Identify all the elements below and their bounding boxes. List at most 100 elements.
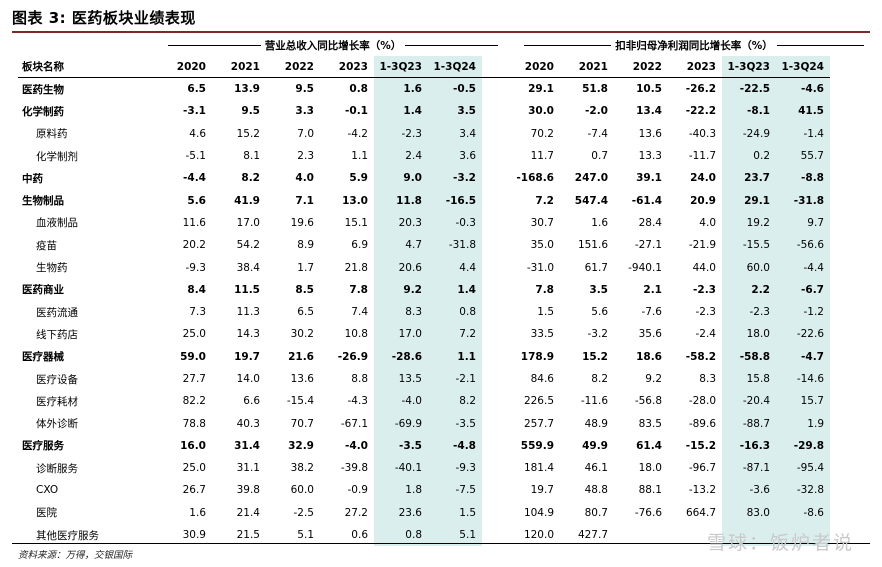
revenue-growth-cell: 8.8	[351, 373, 368, 385]
revenue-growth-cell: 15.1	[344, 216, 368, 229]
profit-growth-cell: 29.1	[528, 83, 554, 96]
column-gap	[482, 56, 506, 78]
revenue-growth-cell: 38.4	[236, 261, 260, 274]
profit-growth-cell: -2.3	[722, 300, 776, 324]
profit-growth-cell: -22.6	[776, 323, 830, 346]
profit-growth-cell: 24.0	[690, 172, 716, 185]
profit-growth-cell: -1.4	[776, 122, 830, 145]
revenue-growth-cell: -2.5	[293, 506, 315, 519]
column-gap	[482, 279, 506, 301]
table-row: 其他医疗服务 30.9 21.5 5.1 0.6 0.8 5.1 120.0 427.7	[18, 523, 830, 547]
profit-growth-cell: 9.7	[776, 211, 830, 235]
profit-growth-cell: 30.7	[530, 216, 554, 229]
revenue-growth-cell: -4.2	[347, 127, 369, 140]
profit-growth-cell: 44.0	[692, 261, 716, 274]
profit-growth-cell: 18.0	[722, 323, 776, 346]
rev-year-header: 1-3Q23	[374, 56, 428, 78]
profit-growth-cell: -11.6	[580, 395, 608, 408]
performance-table: 板块名称 2020 2021 2022 2023 1-3Q23 1-3Q24 2…	[18, 56, 830, 547]
revenue-growth-cell: -0.1	[345, 105, 368, 118]
profit-growth-cell: -58.8	[722, 345, 776, 368]
revenue-growth-cell: -28.6	[374, 345, 428, 368]
revenue-growth-cell: -16.5	[428, 189, 482, 212]
profit-growth-cell: -8.6	[776, 501, 830, 524]
revenue-growth-cell: -69.9	[374, 412, 428, 435]
profit-growth-cell: -22.2	[685, 105, 716, 118]
profit-growth-cell: -7.6	[641, 306, 663, 319]
revenue-growth-cell: 54.2	[236, 239, 260, 252]
profit-growth-cell: 10.5	[636, 83, 662, 96]
sector-name: 医疗耗材	[36, 395, 78, 408]
profit-growth-cell: -2.3	[695, 306, 717, 319]
revenue-growth-cell: 14.3	[236, 328, 260, 341]
profit-growth-cell: 19.7	[530, 484, 554, 497]
revenue-growth-cell: 13.6	[290, 373, 314, 385]
revenue-growth-cell: 8.5	[295, 283, 314, 296]
table-row: 化学制药 -3.1 9.5 3.3 -0.1 1.4 3.5 30.0 -2.0 13.4 -22.…	[18, 100, 830, 123]
table-row: 体外诊断 78.8 40.3 70.7 -67.1 -69.9 -3.5 257.7 48.9 8…	[18, 412, 830, 435]
revenue-growth-cell: 1.4	[428, 278, 482, 301]
revenue-growth-cell: 32.9	[288, 439, 314, 452]
revenue-growth-cell: 2.3	[297, 150, 314, 163]
profit-growth-cell: 18.6	[636, 350, 662, 363]
profit-growth-cell: 1.5	[537, 306, 554, 319]
revenue-growth-cell: 7.3	[189, 306, 206, 319]
table-row: 医院 1.6 21.4 -2.5 27.2 23.6 1.5 104.9 80.7 -76.6 66…	[18, 501, 830, 524]
revenue-growth-cell: 19.6	[290, 216, 314, 229]
revenue-growth-cell: 13.0	[342, 194, 368, 207]
profit-year-header: 2021	[560, 56, 614, 78]
sector-name: 化学制剂	[36, 150, 78, 163]
profit-growth-cell: 39.1	[636, 172, 662, 185]
profit-growth-cell: 11.7	[530, 150, 554, 163]
rev-year-header: 2020	[158, 56, 212, 78]
header-row: 板块名称 2020 2021 2022 2023 1-3Q23 1-3Q24 2…	[18, 56, 830, 78]
revenue-growth-cell: 1.4	[374, 100, 428, 123]
column-gap	[482, 234, 506, 256]
profit-growth-cell: 88.1	[638, 484, 662, 497]
sector-name: 医疗设备	[36, 373, 78, 386]
revenue-growth-cell: 0.6	[351, 529, 368, 542]
revenue-growth-cell: 6.9	[351, 239, 368, 252]
profit-growth-cell: 29.1	[722, 189, 776, 212]
revenue-growth-cell: -7.5	[428, 479, 482, 502]
revenue-growth-cell: -2.1	[428, 367, 482, 391]
profit-growth-cell: 28.4	[638, 216, 662, 229]
table-row: 生物药 -9.3 38.4 1.7 21.8 20.6 4.4 -31.0 61.7 -940.1…	[18, 256, 830, 279]
profit-growth-cell: -96.7	[688, 462, 716, 475]
table-row: CXO 26.7 39.8 60.0 -0.9 1.8 -7.5 19.7 48.8 88.1 -1…	[18, 479, 830, 502]
profit-growth-cell: 5.6	[591, 306, 608, 319]
column-gap	[482, 167, 506, 189]
title-rule	[12, 31, 870, 33]
revenue-growth-cell: 70.7	[290, 417, 314, 430]
revenue-growth-cell: 14.0	[236, 373, 260, 385]
profit-growth-cell: 48.8	[584, 484, 608, 497]
revenue-growth-cell: 0.8	[349, 83, 368, 96]
revenue-growth-cell: 6.5	[187, 83, 206, 96]
profit-growth-cell: -22.5	[722, 77, 776, 101]
sector-name: 化学制药	[22, 105, 64, 118]
revenue-growth-cell: 1.7	[297, 261, 314, 274]
revenue-growth-cell: 21.6	[288, 350, 314, 363]
sector-name: 中药	[22, 172, 43, 185]
profit-growth-cell: -15.5	[722, 234, 776, 257]
profit-growth-cell: 0.7	[591, 150, 608, 163]
revenue-growth-cell: -4.8	[428, 434, 482, 458]
column-gap	[482, 189, 506, 211]
profit-growth-cell: -24.9	[722, 122, 776, 145]
revenue-growth-cell: -4.0	[374, 390, 428, 413]
profit-growth-cell: 15.7	[776, 390, 830, 413]
revenue-growth-cell: 27.2	[344, 506, 368, 519]
column-gap	[482, 457, 506, 479]
profit-growth-cell: 1.6	[591, 216, 608, 229]
revenue-growth-cell: 30.2	[290, 328, 314, 341]
profit-growth-cell: -89.6	[688, 417, 716, 430]
profit-growth-cell: 178.9	[520, 350, 554, 363]
revenue-growth-cell: 31.1	[236, 462, 260, 475]
revenue-growth-cell: 27.7	[182, 373, 206, 385]
revenue-growth-cell: 3.3	[295, 105, 314, 118]
revenue-growth-cell: 9.0	[374, 167, 428, 190]
profit-growth-cell: -16.3	[722, 434, 776, 458]
revenue-growth-cell: 17.0	[236, 216, 260, 229]
profit-growth-cell: 257.7	[523, 417, 554, 430]
column-gap	[482, 368, 506, 390]
